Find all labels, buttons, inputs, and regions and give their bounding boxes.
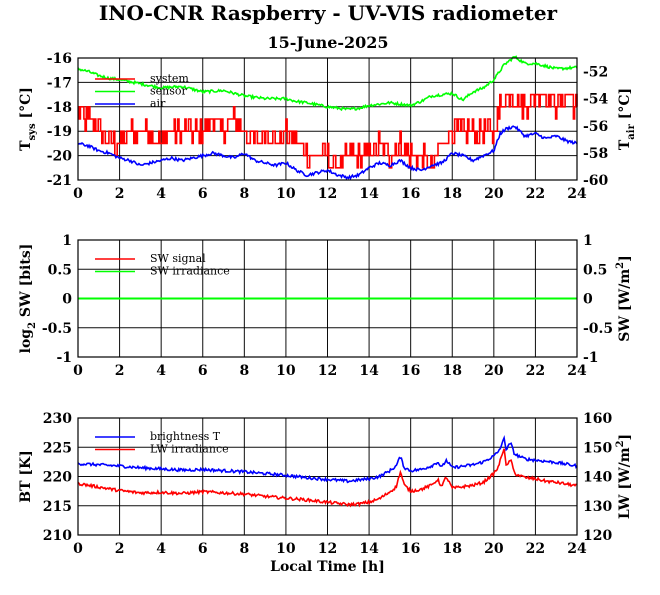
x-tick-label: 8: [239, 363, 249, 379]
panel-1: 0 2 4 6 8 10 12 14 16 18 20 22 24-16-17-18-19-20-21-…: [18, 51, 637, 202]
y-tick-label-left: 225: [43, 440, 72, 456]
y-axis-label-right: LW [W/m2]: [615, 434, 633, 519]
x-tick-label: 14: [359, 541, 379, 557]
chart-subtitle: 15-June-2025: [267, 33, 388, 52]
x-tick-label: 24: [567, 363, 587, 379]
legend-label: system: [150, 72, 189, 85]
y-tick-label-left: -17: [47, 75, 72, 91]
series-line-brightness-t: [77, 434, 578, 484]
y-tick-label-right: 120: [583, 528, 612, 544]
x-tick-label: 0: [73, 186, 83, 202]
x-tick-label: 4: [156, 363, 166, 379]
y-tick-label-left: -19: [47, 124, 72, 140]
y-tick-label-left: 215: [43, 499, 72, 515]
y-tick-label-left: 0.5: [48, 262, 72, 278]
y-axis-label-right: Tair [°C]: [617, 88, 637, 150]
y-tick-label-left: -18: [47, 100, 72, 116]
x-tick-label: 6: [198, 541, 208, 557]
x-tick-label: 12: [318, 186, 337, 202]
y-tick-label-left: -16: [47, 51, 72, 67]
series-line-air: [77, 55, 578, 112]
x-tick-label: 24: [567, 186, 587, 202]
x-tick-label: 8: [239, 541, 249, 557]
y-tick-label-left: -20: [47, 149, 73, 165]
x-tick-label: 4: [156, 541, 166, 557]
panel-2: 0 2 4 6 8 10 12 14 16 18 20 22 2410.50-0.5-110.50-0.…: [18, 233, 633, 379]
y-tick-label-right: 160: [583, 411, 612, 427]
x-tick-label: 0: [73, 541, 83, 557]
x-tick-label: 20: [484, 363, 504, 379]
legend-label: SW signal: [150, 252, 206, 265]
legend-label: SW irradiance: [150, 265, 230, 278]
x-axis-label: Local Time [h]: [270, 559, 385, 575]
x-tick-label: 16: [401, 363, 420, 379]
y-tick-label-right: 0: [583, 292, 593, 308]
y-tick-label-right: -52: [583, 65, 608, 81]
x-tick-label: 2: [115, 186, 125, 202]
chart-title: INO-CNR Raspberry - UV-VIS radiometer: [99, 1, 558, 25]
x-tick-label: 2: [115, 541, 125, 557]
y-tick-label-right: 1: [583, 233, 593, 249]
legend-label: sensor: [150, 85, 188, 98]
plot-frame: [77, 57, 578, 181]
plot-frame: [77, 417, 578, 536]
x-tick-label: 6: [198, 186, 208, 202]
x-tick-label: 22: [526, 363, 545, 379]
y-tick-label-right: -0.5: [583, 321, 613, 337]
y-tick-label-right: 0.5: [583, 262, 607, 278]
y-tick-label-right: -1: [583, 350, 599, 366]
x-tick-label: 16: [401, 541, 420, 557]
y-tick-label-left: 220: [43, 470, 72, 486]
y-tick-label-left: 1: [62, 233, 72, 249]
x-tick-label: 14: [359, 363, 379, 379]
x-tick-label: 8: [239, 186, 249, 202]
y-tick-label-right: 150: [583, 440, 612, 456]
x-tick-label: 18: [443, 186, 462, 202]
y-tick-label-right: 130: [583, 499, 612, 515]
y-axis-label-left: BT [K]: [18, 450, 34, 503]
y-tick-label-left: 210: [43, 528, 72, 544]
x-tick-label: 20: [484, 186, 504, 202]
x-tick-label: 2: [115, 363, 125, 379]
x-tick-label: 14: [359, 186, 379, 202]
y-tick-label-right: 140: [583, 470, 612, 486]
y-tick-label-left: -1: [56, 350, 72, 366]
series-line-system-sensor: [78, 93, 578, 169]
y-tick-label-right: -60: [583, 173, 609, 189]
y-tick-label-left: 0: [62, 292, 72, 308]
x-tick-label: 10: [276, 363, 296, 379]
x-tick-label: 18: [443, 363, 462, 379]
y-tick-label-right: -54: [583, 92, 609, 108]
y-tick-label-left: -21: [47, 173, 72, 189]
x-tick-label: 16: [401, 186, 420, 202]
series-line-blue: [77, 125, 578, 181]
series-line-lw-irradiance: [77, 448, 578, 508]
x-tick-label: 12: [318, 363, 337, 379]
x-tick-label: 18: [443, 541, 462, 557]
legend-label: air: [150, 97, 166, 110]
x-tick-label: 6: [198, 363, 208, 379]
legend-label: LW irradiance: [150, 443, 229, 456]
y-axis-label-left: Tsys [°C]: [18, 87, 38, 151]
x-tick-label: 22: [526, 186, 545, 202]
y-tick-label-left: 230: [43, 411, 72, 427]
y-axis-label-left: log2 SW [bits]: [18, 244, 38, 354]
x-tick-label: 24: [567, 541, 587, 557]
x-tick-label: 4: [156, 186, 166, 202]
x-tick-label: 22: [526, 541, 545, 557]
x-tick-label: 10: [276, 541, 296, 557]
panel-3: 0 2 4 6 8 10 12 14 16 18 20 22 242302252202152101601…: [18, 411, 633, 575]
x-tick-label: 12: [318, 541, 337, 557]
legend-label: brightness T: [150, 430, 221, 443]
x-tick-label: 10: [276, 186, 296, 202]
y-axis-label-right: SW [W/m2]: [615, 255, 633, 342]
y-tick-label-right: -56: [583, 119, 608, 135]
y-tick-label-right: -58: [583, 146, 608, 162]
x-tick-label: 0: [73, 363, 83, 379]
y-tick-label-left: -0.5: [42, 321, 72, 337]
plot-frame: [77, 239, 578, 358]
x-tick-label: 20: [484, 541, 504, 557]
